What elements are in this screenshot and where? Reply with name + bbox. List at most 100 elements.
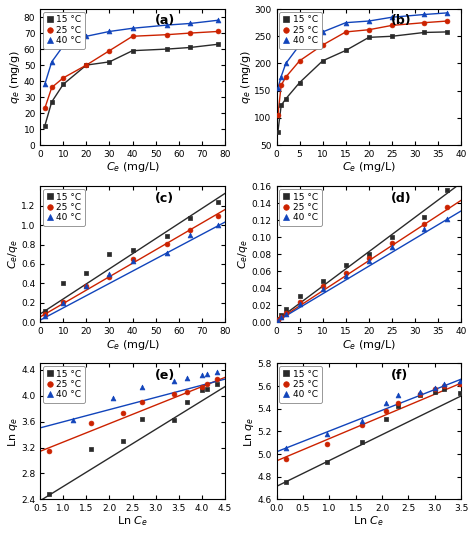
- Point: [82, 269, 90, 277]
- Point: [296, 297, 303, 306]
- Point: [48, 98, 55, 106]
- Point: [106, 272, 113, 281]
- Y-axis label: $q_e$ (mg/g): $q_e$ (mg/g): [239, 50, 253, 104]
- Point: [214, 221, 222, 229]
- Point: [431, 384, 438, 392]
- Point: [138, 415, 146, 423]
- X-axis label: $C_e$ (mg/L): $C_e$ (mg/L): [342, 337, 396, 351]
- Point: [164, 21, 171, 29]
- Point: [420, 28, 428, 37]
- Point: [296, 78, 303, 87]
- Point: [274, 84, 282, 92]
- Point: [88, 419, 95, 427]
- Point: [420, 10, 428, 19]
- Point: [420, 18, 428, 27]
- Point: [365, 257, 373, 265]
- Point: [319, 285, 327, 293]
- Legend: 15 °C, 25 °C, 40 °C: 15 °C, 25 °C, 40 °C: [279, 366, 321, 403]
- Point: [456, 380, 464, 388]
- Point: [214, 380, 221, 388]
- Point: [186, 214, 194, 223]
- Point: [365, 26, 373, 34]
- Point: [164, 30, 171, 39]
- Point: [186, 29, 194, 37]
- Point: [394, 391, 402, 399]
- Point: [420, 219, 428, 228]
- Point: [69, 415, 76, 424]
- Point: [138, 383, 146, 391]
- Point: [319, 57, 327, 65]
- Point: [59, 297, 67, 306]
- Point: [282, 95, 290, 103]
- Point: [41, 122, 49, 130]
- Point: [214, 368, 221, 376]
- Point: [416, 387, 423, 396]
- Point: [129, 255, 137, 263]
- X-axis label: $C_e$ (mg/L): $C_e$ (mg/L): [342, 160, 396, 175]
- Point: [388, 239, 396, 247]
- Point: [282, 454, 290, 463]
- Point: [184, 388, 191, 396]
- Point: [463, 379, 471, 387]
- Point: [106, 27, 113, 36]
- Point: [203, 370, 210, 379]
- Point: [82, 282, 90, 290]
- Point: [203, 380, 210, 388]
- Point: [388, 32, 396, 41]
- Point: [296, 292, 303, 300]
- Point: [319, 276, 327, 285]
- Point: [129, 246, 137, 255]
- Point: [119, 409, 127, 417]
- Point: [282, 73, 290, 81]
- Point: [342, 18, 350, 27]
- Point: [59, 279, 67, 288]
- Point: [45, 490, 53, 498]
- Point: [214, 375, 221, 383]
- Point: [420, 224, 428, 233]
- Point: [186, 226, 194, 234]
- Point: [170, 416, 178, 425]
- Point: [129, 24, 137, 33]
- Point: [342, 46, 350, 54]
- Point: [164, 231, 171, 240]
- Point: [186, 231, 194, 239]
- Point: [164, 45, 171, 53]
- Y-axis label: Ln $q_e$: Ln $q_e$: [242, 416, 256, 446]
- Point: [416, 391, 423, 399]
- Point: [444, 185, 451, 194]
- Point: [394, 399, 402, 407]
- Point: [106, 250, 113, 258]
- Point: [186, 43, 194, 52]
- Point: [274, 315, 282, 323]
- Point: [383, 399, 390, 407]
- Text: (c): (c): [155, 192, 174, 205]
- Point: [277, 101, 285, 109]
- Point: [416, 390, 423, 398]
- Point: [277, 81, 285, 90]
- Text: (a): (a): [155, 14, 175, 27]
- Point: [444, 214, 451, 223]
- Y-axis label: Ln $q_e$: Ln $q_e$: [6, 416, 19, 446]
- Point: [277, 313, 285, 321]
- Point: [106, 58, 113, 66]
- Point: [164, 239, 171, 248]
- Point: [119, 437, 127, 445]
- Point: [282, 310, 290, 318]
- Point: [463, 387, 471, 396]
- Point: [456, 377, 464, 386]
- Point: [296, 41, 303, 49]
- Point: [129, 32, 137, 41]
- Point: [342, 261, 350, 270]
- Point: [358, 437, 365, 446]
- Point: [444, 28, 451, 36]
- Point: [45, 447, 53, 456]
- X-axis label: Ln $C_e$: Ln $C_e$: [117, 515, 148, 529]
- Point: [440, 380, 448, 388]
- Point: [365, 17, 373, 25]
- Point: [274, 316, 282, 325]
- Point: [170, 390, 178, 399]
- Point: [444, 203, 451, 211]
- Point: [383, 414, 390, 423]
- Point: [323, 429, 330, 438]
- Point: [59, 42, 67, 50]
